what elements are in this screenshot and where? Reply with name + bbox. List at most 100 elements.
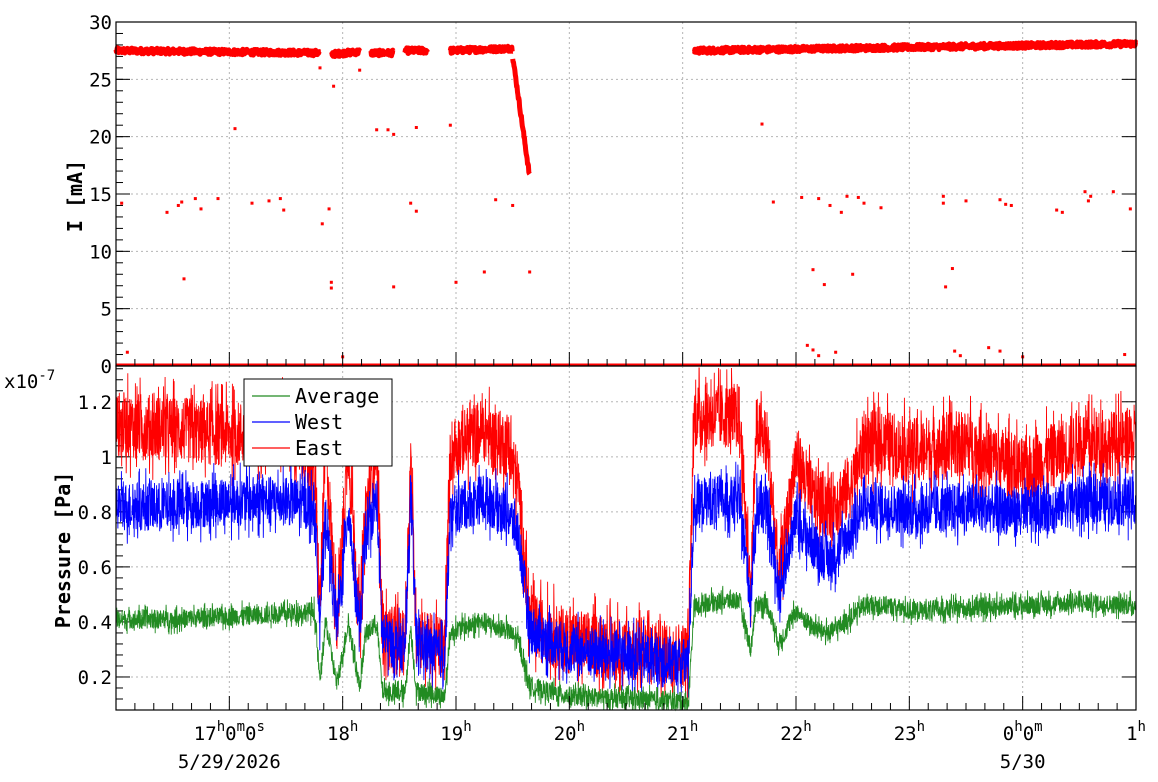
legend: Average West East — [243, 378, 393, 467]
current-outlier-15 — [320, 222, 324, 226]
current-outlier-44 — [851, 272, 855, 276]
x-date-label-1: 5/30 — [1000, 751, 1046, 773]
current-outlier-32 — [494, 198, 498, 202]
x-tick-label-2: 19h — [440, 719, 471, 745]
current-outlier-10 — [250, 201, 254, 205]
x-tick-label-part: 0 — [245, 723, 256, 745]
pressure-ytick-label-3: 0.8 — [78, 502, 112, 524]
current-outlier-48 — [941, 194, 945, 198]
current-outlier-42 — [839, 210, 843, 214]
current-outlier-41 — [828, 203, 832, 207]
legend-west-label: West — [295, 410, 343, 434]
x-tick-label-part: 0 — [225, 723, 236, 745]
current-ytick-label-3: 15 — [89, 184, 112, 206]
pressure-panel: 0.2 0.4 0.6 0.8 1 1.2 — [78, 365, 1137, 712]
current-ytick-label-6: 30 — [89, 12, 112, 34]
current-outlier-29 — [448, 123, 452, 127]
x-tick-label-part: m — [1034, 719, 1042, 735]
x-tick-label-part: h — [463, 719, 471, 735]
x-tick-label-part: s — [256, 719, 264, 735]
x-tick-label-part: h — [690, 719, 698, 735]
legend-average-label: Average — [295, 384, 379, 408]
current-outlier-13 — [282, 208, 286, 212]
current-segment-5 — [510, 58, 532, 176]
x-tick-label-part: 17 — [194, 723, 217, 745]
pressure-ytick-label-5: 1.2 — [78, 392, 112, 414]
current-outlier-69 — [987, 346, 991, 350]
current-segment-2 — [368, 47, 396, 59]
x-tick-label-part: h — [1138, 719, 1146, 735]
pressure-exponent-label: x10-7 — [4, 368, 55, 393]
x-tick-label-part: h — [1014, 719, 1022, 735]
current-outlier-66 — [834, 350, 838, 354]
current-outlier-62 — [1128, 207, 1132, 211]
current-outlier-70 — [998, 349, 1002, 353]
current-outlier-37 — [800, 195, 804, 199]
current-outlier-49 — [941, 201, 945, 205]
current-outlier-34 — [528, 270, 532, 274]
current-ytick-label-4: 20 — [89, 127, 112, 149]
x-tick-label-part: 19 — [440, 723, 463, 745]
current-outlier-2 — [165, 210, 169, 214]
current-outlier-47 — [879, 206, 883, 210]
current-outlier-61 — [1111, 190, 1115, 194]
legend-east-label: East — [295, 436, 343, 460]
current-outlier-39 — [817, 197, 821, 201]
x-tick-label-part: 22 — [780, 723, 803, 745]
x-tick-label-8: 1h — [1126, 719, 1146, 745]
current-outlier-23 — [386, 128, 390, 132]
current-outlier-3 — [176, 203, 180, 207]
current-outlier-57 — [1060, 210, 1064, 214]
current-outlier-22 — [375, 128, 379, 132]
current-outlier-6 — [193, 197, 197, 201]
current-outlier-17 — [329, 286, 333, 290]
pressure-axis-title: Pressure [Pa] — [51, 472, 75, 629]
current-outlier-53 — [998, 198, 1002, 202]
current-outlier-1 — [125, 350, 129, 354]
current-outlier-40 — [822, 283, 826, 287]
current-outlier-36 — [771, 200, 775, 204]
x-tick-label-part: h — [350, 719, 358, 735]
current-outlier-72 — [1123, 353, 1127, 357]
x-tick-label-part: h — [217, 719, 225, 735]
x-tick-label-5: 22h — [780, 719, 811, 745]
x-tick-label-7: 0h0m — [1003, 719, 1043, 745]
current-ytick-label-0: 0 — [101, 356, 112, 378]
x-tick-label-part: 23 — [894, 723, 917, 745]
current-outlier-68 — [958, 354, 962, 358]
current-outlier-8 — [216, 197, 220, 201]
current-outlier-18 — [329, 280, 333, 284]
current-outlier-24 — [392, 132, 396, 136]
x-tick-label-part: 0 — [1023, 723, 1034, 745]
current-outlier-55 — [1009, 203, 1013, 207]
pressure-ytick-label-1: 0.4 — [78, 612, 112, 634]
x-tick-label-4: 21h — [667, 719, 698, 745]
current-outlier-60 — [1089, 194, 1093, 198]
current-outlier-28 — [414, 209, 418, 213]
current-outlier-46 — [862, 201, 866, 205]
current-outlier-14 — [318, 66, 322, 70]
current-outlier-21 — [358, 68, 362, 72]
x-tick-label-part: 1 — [1126, 723, 1137, 745]
current-outlier-45 — [856, 195, 860, 199]
current-outlier-56 — [1055, 208, 1059, 212]
current-segment-1 — [329, 47, 363, 59]
current-segment-4 — [447, 43, 515, 56]
current-outlier-27 — [414, 125, 418, 129]
current-outlier-7 — [199, 207, 203, 211]
current-outlier-33 — [511, 203, 515, 207]
current-panel: 0 5 10 15 20 25 30 — [89, 12, 1139, 378]
current-axis-title: I [mA] — [63, 160, 87, 232]
current-segment-0 — [113, 45, 323, 59]
pressure-ytick-label-4: 1 — [101, 447, 112, 469]
x-date-label-0: 5/29/2026 — [178, 751, 281, 773]
current-outlier-67 — [953, 349, 957, 353]
current-outlier-65 — [817, 354, 821, 358]
current-outlier-64 — [811, 348, 815, 352]
current-segment-6 — [691, 38, 1139, 56]
current-outlier-35 — [760, 122, 764, 126]
current-ytick-label-5: 25 — [89, 69, 112, 91]
pressure-ytick-label-0: 0.2 — [78, 667, 112, 689]
x-tick-label-part: 18 — [327, 723, 350, 745]
